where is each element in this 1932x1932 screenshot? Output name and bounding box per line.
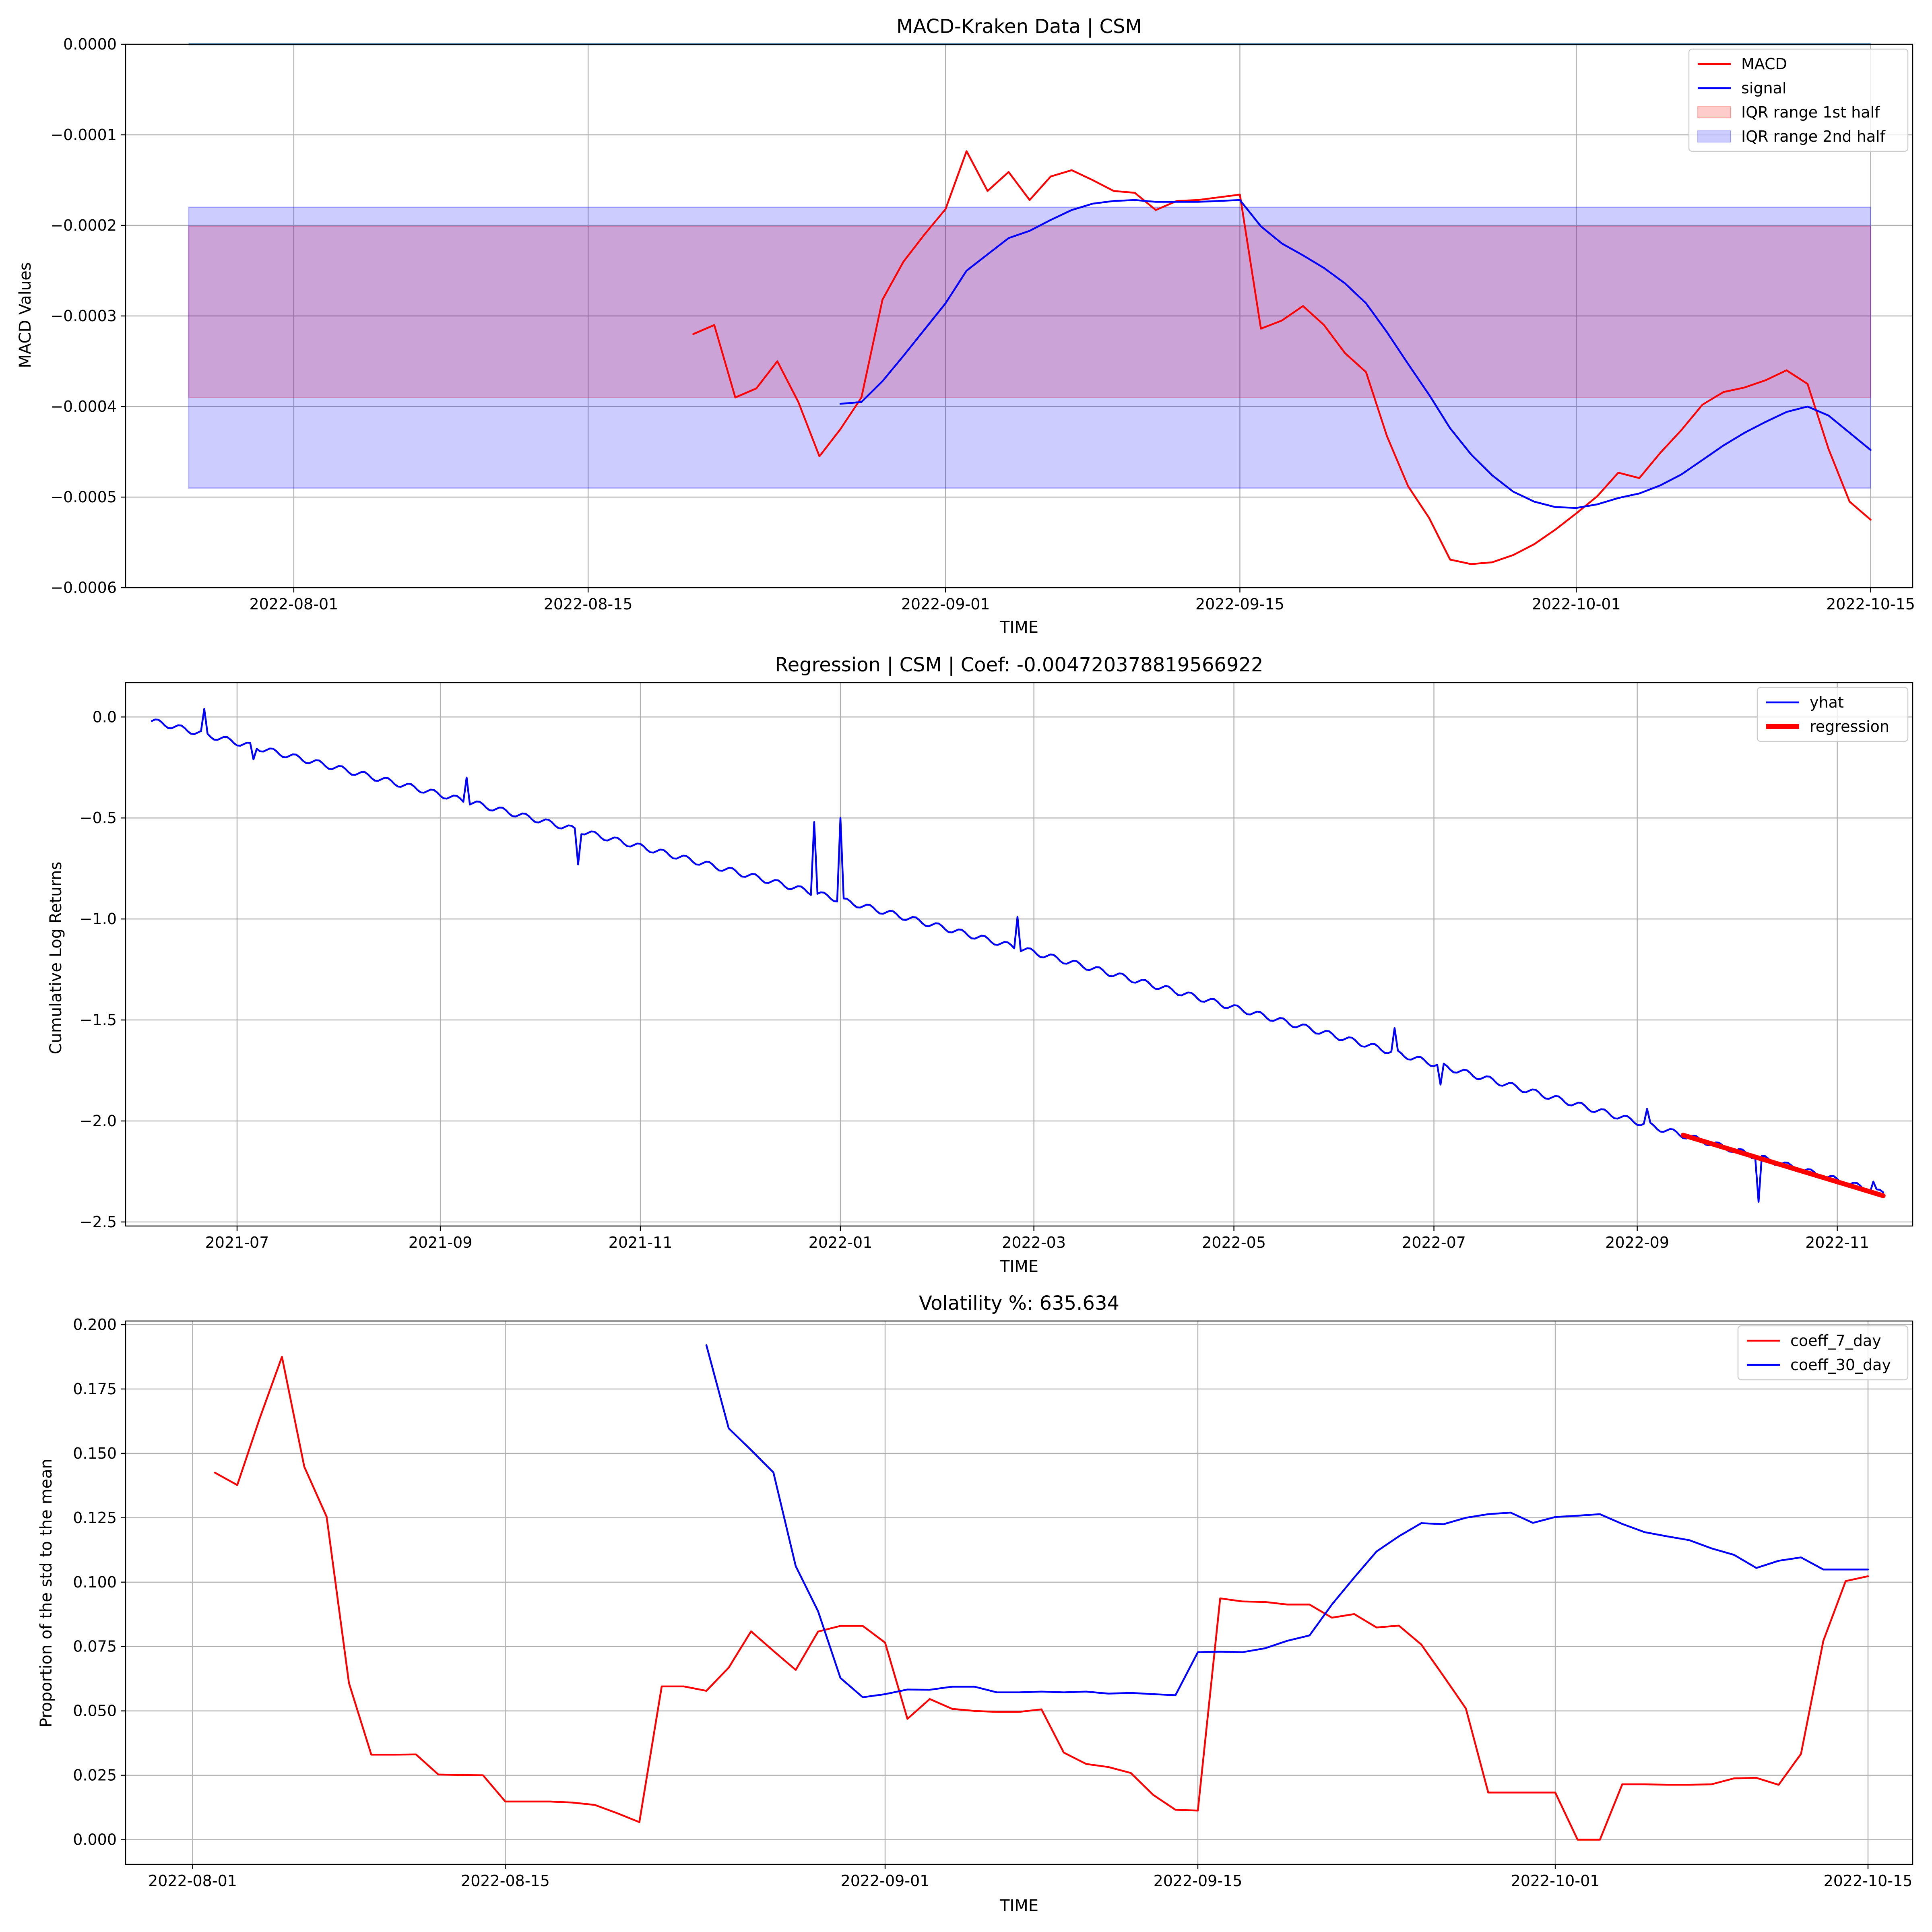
macd-legend-label: MACD: [1741, 55, 1787, 73]
regression-x-tick-label: 2022-07: [1402, 1234, 1466, 1251]
macd-y-tick-label: −0.0006: [50, 579, 117, 597]
macd-ylabel: MACD Values: [16, 262, 35, 368]
macd-legend-swatch: [1697, 106, 1731, 118]
regression-y-tick-label: −1.0: [80, 910, 117, 928]
volatility-legend-box: [1737, 1325, 1909, 1381]
volatility-ticks: 2022-08-01 2022-08-15 2022-09-01 2022-09-15…: [73, 1316, 1912, 1890]
volatility-xlabel: TIME: [999, 1897, 1038, 1915]
macd-legend-label: IQR range 1st half: [1741, 103, 1880, 121]
macd-legend: MACD signal IQR range 1st half IQR range 2n…: [1688, 48, 1909, 152]
regression-title: Regression | CSM | Coef: -0.004720378819…: [775, 654, 1263, 676]
regression-panel: Regression | CSM | Coef: -0.004720378819…: [47, 654, 1913, 1276]
volatility-x-tick-label: 2022-08-15: [461, 1872, 550, 1890]
regression-x-tick-label: 2022-03: [1002, 1234, 1066, 1251]
macd-xlabel: TIME: [999, 618, 1038, 637]
volatility-series-coeff-7-day: [214, 1356, 1869, 1841]
macd-x-tick-label: 2022-08-01: [249, 595, 338, 613]
macd-plot-area: [188, 43, 1872, 565]
volatility-x-tick-label: 2022-09-01: [841, 1872, 930, 1890]
regression-x-tick-label: 2021-09: [409, 1234, 473, 1251]
regression-x-tick-label: 2022-09: [1605, 1234, 1669, 1251]
regression-x-tick-label: 2022-05: [1202, 1234, 1266, 1251]
macd-x-tick-label: 2022-10-15: [1826, 595, 1915, 613]
volatility-legend-label: coeff_30_day: [1790, 1356, 1891, 1374]
volatility-grid: [126, 1321, 1913, 1864]
volatility-y-tick-label: 0.175: [73, 1380, 117, 1398]
regression-x-tick-label: 2021-07: [205, 1234, 269, 1251]
regression-x-tick-label: 2022-01: [809, 1234, 873, 1251]
regression-grid: [126, 683, 1913, 1226]
volatility-title: Volatility %: 635.634: [919, 1292, 1119, 1315]
macd-iqr-band-1: [188, 225, 1872, 398]
macd-x-tick-label: 2022-10-01: [1532, 595, 1621, 613]
macd-title: MACD-Kraken Data | CSM: [896, 15, 1142, 38]
volatility-y-tick-label: 0.075: [73, 1638, 117, 1655]
macd-series-signal: [839, 199, 1872, 509]
macd-axes-frame: [125, 43, 1913, 588]
volatility-panel: Volatility %: 635.634 TIME Proportion of…: [37, 1292, 1913, 1915]
volatility-y-tick-label: 0.100: [73, 1573, 117, 1591]
volatility-y-tick-label: 0.000: [73, 1831, 117, 1849]
volatility-ylabel: Proportion of the std to the mean: [37, 1459, 56, 1728]
volatility-y-tick-label: 0.150: [73, 1445, 117, 1462]
volatility-plot-area: [214, 1344, 1869, 1841]
macd-x-tick-label: 2022-08-15: [544, 595, 633, 613]
regression-axes-frame: [125, 682, 1913, 1227]
regression-y-tick-label: −1.5: [80, 1011, 117, 1029]
regression-series-yhat: [151, 708, 1884, 1203]
regression-ticks: 2021-07 2021-09 2021-11 2022-01 2022-03 2022-…: [80, 708, 1869, 1251]
volatility-legend: coeff_7_day coeff_30_day: [1737, 1325, 1909, 1381]
regression-y-tick-label: −2.0: [80, 1112, 117, 1130]
volatility-x-tick-label: 2022-09-15: [1154, 1872, 1243, 1890]
regression-legend-label: yhat: [1810, 694, 1844, 711]
regression-legend-label: regression: [1810, 718, 1889, 735]
macd-legend-swatch: [1697, 130, 1731, 142]
regression-plot-area: [151, 708, 1886, 1203]
macd-x-tick-label: 2022-09-01: [901, 595, 990, 613]
regression-x-tick-label: 2021-11: [609, 1234, 673, 1251]
volatility-y-tick-label: 0.200: [73, 1316, 117, 1333]
macd-y-tick-label: −0.0001: [50, 126, 117, 144]
macd-panel: MACD-Kraken Data | CSM TIME MACD Values …: [16, 15, 1915, 637]
volatility-y-tick-label: 0.050: [73, 1702, 117, 1720]
macd-legend-box: [1688, 48, 1909, 152]
volatility-legend-label: coeff_7_day: [1790, 1332, 1881, 1350]
macd-series-macd: [692, 150, 1872, 565]
macd-y-tick-label: −0.0002: [50, 217, 117, 234]
regression-series-regression: [1680, 1133, 1886, 1198]
volatility-series-coeff-30-day: [705, 1344, 1869, 1699]
volatility-x-tick-label: 2022-08-01: [148, 1872, 237, 1890]
regression-y-tick-label: −2.5: [80, 1213, 117, 1231]
macd-ticks: 2022-08-01 2022-08-15 2022-09-01 2022-09-15…: [50, 35, 1915, 613]
regression-y-tick-label: 0.0: [93, 708, 117, 726]
volatility-x-tick-label: 2022-10-01: [1511, 1872, 1600, 1890]
macd-legend-label: signal: [1741, 79, 1786, 97]
macd-y-tick-label: −0.0005: [50, 488, 117, 506]
regression-legend: yhat regression: [1757, 687, 1909, 742]
regression-xlabel: TIME: [999, 1257, 1038, 1276]
volatility-y-tick-label: 0.125: [73, 1509, 117, 1527]
volatility-axes-frame: [125, 1320, 1913, 1865]
macd-iqr-band-2: [188, 206, 1872, 489]
regression-ylabel: Cumulative Log Returns: [47, 862, 65, 1055]
regression-y-tick-label: −0.5: [80, 809, 117, 827]
regression-x-tick-label: 2022-11: [1805, 1234, 1869, 1251]
macd-x-tick-label: 2022-09-15: [1195, 595, 1284, 613]
volatility-y-tick-label: 0.025: [73, 1767, 117, 1784]
volatility-x-tick-label: 2022-10-15: [1824, 1872, 1913, 1890]
macd-y-tick-label: 0.0000: [63, 35, 117, 53]
macd-legend-label: IQR range 2nd half: [1741, 128, 1886, 145]
macd-y-tick-label: −0.0004: [50, 398, 117, 415]
macd-y-tick-label: −0.0003: [50, 307, 117, 325]
